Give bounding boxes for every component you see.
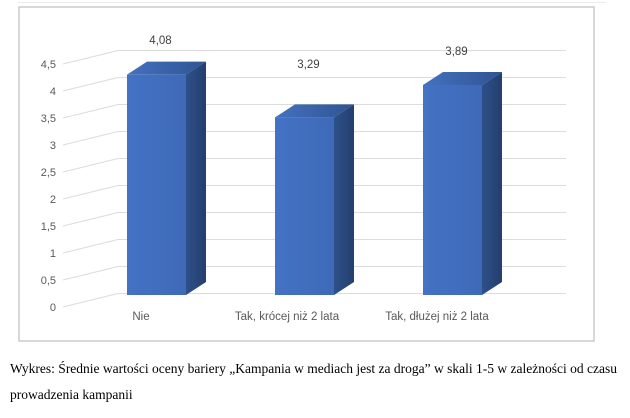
gridline-depth-connector — [62, 239, 119, 254]
gridline-depth-connector — [62, 212, 119, 227]
chart-caption: Wykres: Średnie wartości oceny bariery „… — [10, 361, 617, 402]
bar-side-face — [482, 71, 502, 295]
gridline-depth-connector — [62, 77, 119, 92]
y-axis-tick-label: 4,5 — [41, 59, 56, 71]
y-axis-tick-label: 2 — [50, 194, 56, 206]
x-axis-category-label: Nie — [132, 311, 149, 323]
bar-side-face — [334, 104, 354, 295]
gridline-depth-connector — [62, 131, 119, 146]
x-axis-category-label: Tak, krócej niż 2 lata — [235, 311, 340, 323]
y-axis-tick-label: 0 — [50, 302, 56, 314]
gridline-depth-connector — [62, 50, 119, 65]
bar-top-face — [275, 104, 354, 118]
gridline-depth-connector — [62, 158, 119, 173]
y-axis-tick-label: 1 — [50, 248, 56, 260]
gridline-depth-connector — [62, 185, 119, 200]
bar-front-face — [275, 117, 334, 295]
gridline-depth-connector — [62, 266, 119, 281]
y-axis-tick-label: 1,5 — [41, 221, 56, 233]
page-top-divider — [18, 2, 606, 3]
y-axis-tick-label: 0,5 — [41, 275, 56, 287]
bar-top-face — [423, 71, 502, 85]
bar-front-face — [423, 84, 482, 295]
bar-side-face — [186, 61, 206, 296]
bar-value-label: 3,89 — [445, 46, 467, 58]
bar-value-label: 4,08 — [149, 35, 171, 47]
x-axis-category-label: Tak, dłużej niż 2 lata — [385, 311, 489, 323]
bar-top-face — [127, 61, 206, 75]
gridline-depth-connector — [62, 293, 119, 308]
gridline-depth-connector — [62, 104, 119, 119]
bar-value-label: 3,29 — [297, 59, 319, 71]
y-axis-tick-label: 4 — [50, 86, 56, 98]
bar-front-face — [127, 74, 186, 296]
y-axis-tick-label: 3,5 — [41, 113, 56, 125]
y-axis-tick-label: 2,5 — [41, 167, 56, 179]
bar-chart-canvas: 0 0,5 1 1,5 2 2,5 3 3,5 4 4,5 4,08 Nie 3,29 Tak, króc… — [18, 6, 595, 342]
y-axis-tick-label: 3 — [50, 140, 56, 152]
